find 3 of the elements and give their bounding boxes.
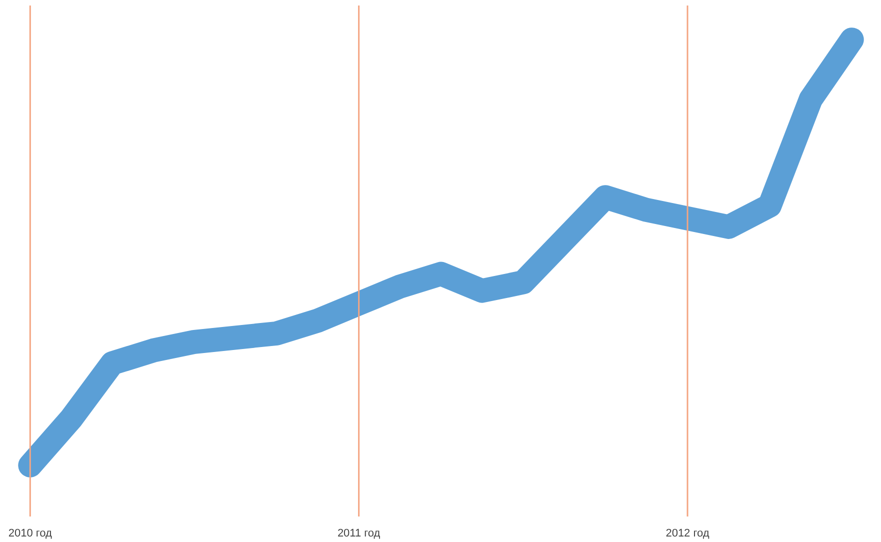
x-tick-label: 2012 год — [666, 528, 710, 540]
x-tick-label: 2010 год — [8, 528, 53, 540]
x-tick-label: 2011 год — [337, 528, 381, 540]
